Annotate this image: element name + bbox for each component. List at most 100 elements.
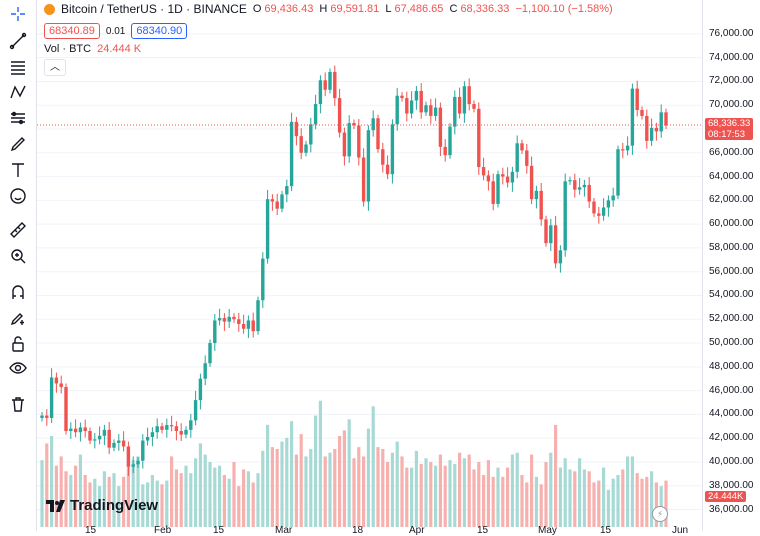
candle — [381, 149, 385, 165]
price-chart[interactable] — [37, 0, 702, 531]
lock-icon[interactable] — [6, 334, 30, 354]
volume-bar — [117, 486, 121, 527]
volume-bar — [477, 462, 481, 527]
buy-button[interactable]: 68340.90 — [131, 23, 188, 39]
volume-legend: Vol · BTC 24.444 K — [44, 43, 141, 55]
candle — [78, 427, 83, 433]
volume-bar — [467, 454, 471, 527]
volume-bar — [650, 471, 654, 527]
trash-icon[interactable] — [6, 394, 30, 414]
lock-drawing-icon[interactable] — [6, 308, 30, 328]
candle — [121, 440, 126, 447]
volume-bar — [419, 463, 423, 527]
volume-bar — [534, 476, 538, 527]
tradingview-logo[interactable]: TradingView — [46, 497, 158, 514]
candle — [582, 184, 587, 188]
volume-bar — [371, 406, 375, 527]
candle — [73, 428, 78, 433]
volume-bar — [222, 475, 226, 527]
candle — [616, 149, 620, 196]
volume-bar — [582, 469, 586, 527]
bitcoin-icon — [44, 3, 55, 15]
price-tick: 48,000.00 — [709, 360, 754, 372]
magnet-icon[interactable] — [6, 282, 30, 302]
price-axis[interactable]: 76,000.0074,000.0072,000.0070,000.0068,0… — [702, 0, 760, 531]
candle — [184, 429, 188, 435]
price-tick: 62,000.00 — [709, 194, 754, 206]
candle — [83, 427, 87, 432]
chevron-up-icon: ︿ — [50, 62, 60, 73]
candle — [462, 86, 467, 114]
candle — [601, 207, 606, 216]
price-tick: 70,000.00 — [709, 99, 754, 111]
brush-icon[interactable] — [6, 134, 30, 154]
candle — [289, 121, 294, 187]
candle — [664, 112, 668, 126]
volume-bar — [318, 400, 322, 527]
volume-bar — [491, 476, 495, 527]
candle — [520, 143, 524, 151]
candle — [112, 442, 116, 448]
candles — [40, 65, 668, 476]
volume-bar — [573, 471, 577, 527]
zoom-icon[interactable] — [6, 246, 30, 266]
candle — [241, 324, 246, 329]
crosshair-icon[interactable] — [6, 4, 30, 24]
volume-bar — [131, 460, 135, 527]
eye-icon[interactable] — [6, 358, 30, 378]
candle — [136, 460, 140, 465]
measure-lines-icon[interactable] — [6, 108, 30, 128]
lightning-icon[interactable]: ⚡ — [652, 506, 668, 522]
sell-button[interactable]: 68340.89 — [44, 23, 100, 39]
candle — [515, 143, 519, 172]
candle — [256, 300, 260, 332]
text-icon[interactable] — [6, 160, 30, 180]
volume-bar — [597, 480, 601, 527]
volume-bar — [506, 467, 510, 527]
volume-bar — [626, 456, 630, 527]
volume-bar — [472, 469, 476, 527]
candle — [443, 146, 447, 156]
volume-bar — [261, 450, 265, 527]
fib-icon[interactable] — [6, 57, 30, 77]
trendline-icon[interactable] — [6, 31, 30, 51]
price-tick: 56,000.00 — [709, 265, 754, 277]
volume-bar — [126, 447, 130, 527]
volume-bar — [366, 428, 370, 527]
collapse-legend-button[interactable]: ︿ — [44, 59, 66, 76]
volume-bar — [203, 454, 207, 527]
symbol-title[interactable]: Bitcoin / TetherUS · 1D · BINANCE — [61, 2, 247, 16]
candle — [141, 440, 145, 461]
volume-bar — [160, 484, 164, 527]
volume-bar — [40, 460, 44, 527]
price-tick: 46,000.00 — [709, 384, 754, 396]
volume-bar — [69, 475, 73, 527]
volume-bar — [501, 476, 505, 527]
candle — [309, 124, 313, 145]
volume-bar — [525, 482, 529, 527]
volume-bar — [558, 467, 562, 527]
ruler-icon[interactable] — [6, 220, 30, 240]
pattern-icon[interactable] — [6, 82, 30, 102]
volume-bar — [213, 467, 217, 527]
emoji-icon[interactable] — [6, 186, 30, 206]
candle — [496, 174, 500, 204]
candle — [587, 184, 591, 202]
volume-bar — [232, 462, 236, 527]
candle — [366, 130, 371, 202]
candle — [405, 98, 409, 114]
candle — [165, 425, 169, 430]
volume-bar — [275, 449, 279, 527]
volume-bar — [386, 462, 390, 527]
volume-bar — [352, 458, 356, 527]
volume-bar — [453, 463, 457, 527]
volume-bar — [146, 482, 150, 527]
volume-bar — [189, 473, 193, 527]
volume-bar — [338, 436, 342, 527]
candle — [352, 123, 356, 126]
candle — [395, 95, 399, 125]
price-tick: 36,000.00 — [709, 503, 754, 515]
candle — [64, 387, 68, 432]
volume-label: Vol · BTC — [44, 43, 92, 55]
volume-bar — [78, 454, 82, 527]
